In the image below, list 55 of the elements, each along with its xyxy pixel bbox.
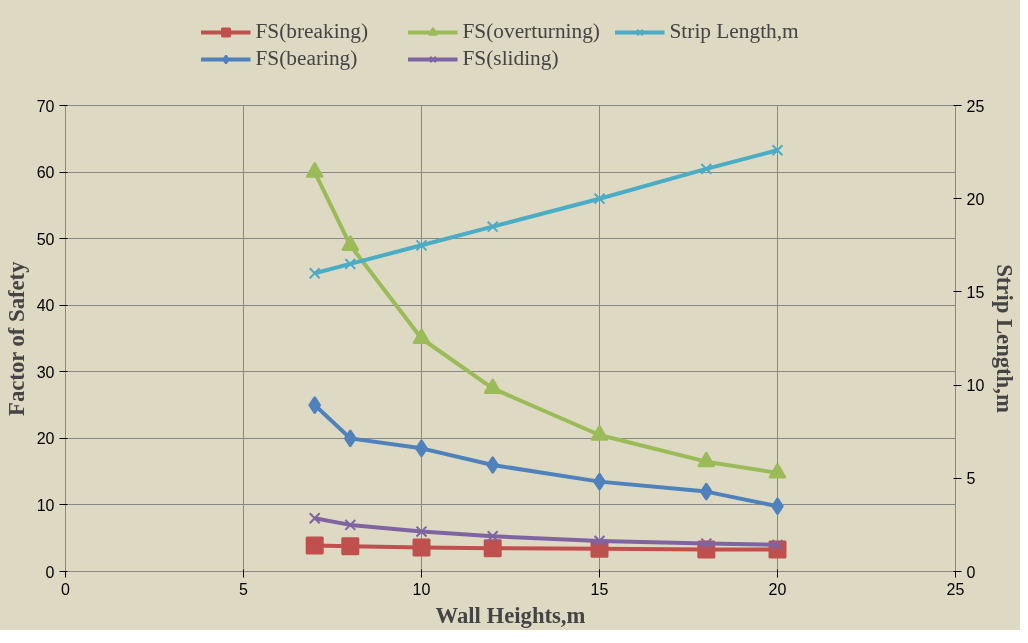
point [415, 525, 428, 538]
x-axis-title: Wall Heights,m [435, 602, 586, 628]
point [305, 536, 324, 555]
point [344, 518, 357, 531]
point [412, 328, 431, 345]
point [343, 429, 357, 448]
legend-label: FS(overturning) [462, 19, 601, 44]
point [697, 451, 716, 468]
legend-label: FS(breaking) [255, 19, 370, 44]
y-tick-label: 20 [36, 430, 55, 448]
point [700, 162, 713, 175]
y-tick-label: 10 [36, 496, 55, 514]
y-tick-label: 50 [36, 230, 55, 248]
legend-label: FS(bearing) [255, 46, 359, 71]
legend-label: Strip Length,m [669, 19, 800, 44]
y-axis-title: Factor of Safety [3, 260, 29, 416]
x-tick-label: 5 [239, 580, 249, 598]
y2-tick-label: 0 [966, 563, 976, 581]
point [308, 267, 321, 280]
point [483, 378, 502, 395]
y2-tick-label: 5 [966, 470, 976, 488]
point [483, 539, 502, 558]
x-tick-label: 20 [768, 580, 787, 598]
y-tick-label: 40 [36, 297, 55, 315]
point [415, 239, 428, 252]
point [341, 235, 360, 251]
y2-tick-label: 10 [966, 377, 985, 395]
y2-tick-label: 25 [966, 97, 985, 115]
point [308, 396, 322, 415]
y-tick-label: 0 [45, 563, 55, 581]
point [486, 530, 499, 543]
point [305, 161, 324, 178]
point [486, 455, 500, 474]
point [590, 424, 609, 441]
point [308, 512, 321, 525]
point [412, 538, 431, 557]
y2-tick-label: 20 [966, 190, 985, 208]
point [593, 534, 606, 547]
y-tick-label: 70 [36, 97, 55, 115]
y-tick-label: 60 [36, 164, 55, 182]
y-tick-label: 30 [36, 363, 55, 381]
y2-axis-title: Strip Length,m [992, 264, 1018, 413]
x-tick-label: 15 [590, 580, 609, 598]
x-tick-label: 0 [61, 580, 71, 598]
legend-label: FS(sliding) [462, 46, 560, 71]
point [593, 192, 606, 205]
point [341, 537, 360, 556]
y2-tick-label: 15 [966, 283, 985, 301]
point [768, 462, 787, 479]
x-tick-label: 10 [412, 580, 431, 598]
x-tick-label: 25 [946, 580, 965, 598]
point [344, 257, 357, 270]
point [771, 144, 784, 157]
point [486, 220, 499, 233]
point [699, 482, 713, 501]
